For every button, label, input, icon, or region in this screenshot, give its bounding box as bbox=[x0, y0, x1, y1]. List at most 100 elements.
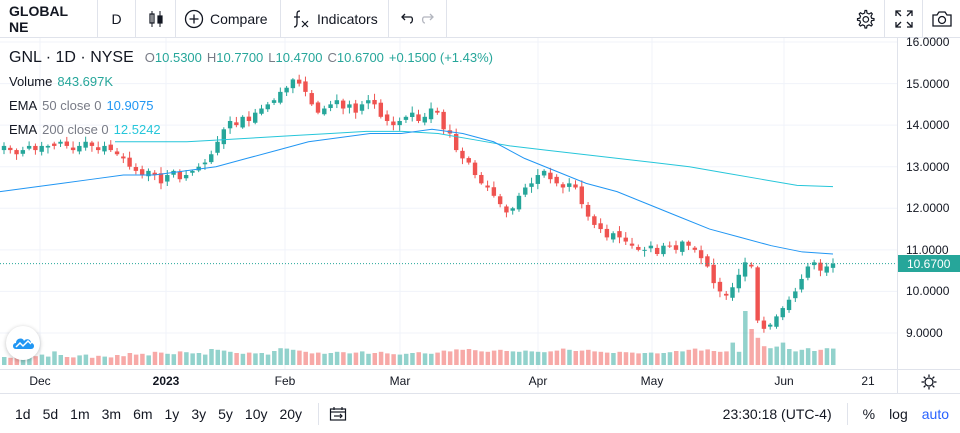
legend-ema200[interactable]: EMA 200 close 0 12.5242 bbox=[9, 118, 493, 142]
symbol-search[interactable]: GLOBAL NE bbox=[0, 0, 98, 38]
settings-button[interactable] bbox=[846, 0, 884, 38]
clock-timezone[interactable]: 23:30:18 (UTC-4) bbox=[722, 406, 832, 422]
volume-bar bbox=[397, 354, 403, 365]
fullscreen-button[interactable] bbox=[884, 0, 922, 38]
volume-bar bbox=[378, 351, 384, 365]
log-toggle[interactable]: log bbox=[889, 406, 908, 422]
volume-bar bbox=[102, 356, 107, 365]
chart-style-button[interactable] bbox=[136, 0, 176, 38]
candle-body bbox=[271, 100, 277, 103]
volume-bar bbox=[2, 357, 7, 365]
candle-body bbox=[579, 186, 584, 205]
volume-bar bbox=[403, 353, 409, 365]
toolbar-right bbox=[846, 0, 960, 38]
undo-icon[interactable] bbox=[399, 11, 415, 27]
range-10y[interactable]: 10y bbox=[244, 406, 268, 422]
volume-bar bbox=[272, 351, 277, 365]
candle-body bbox=[77, 145, 82, 152]
tradingview-logo[interactable] bbox=[6, 326, 40, 360]
volume-bar bbox=[686, 349, 692, 365]
candle-body bbox=[146, 170, 151, 177]
time-axis-label: Feb bbox=[274, 374, 296, 388]
price-chart[interactable] bbox=[0, 38, 897, 369]
range-1m[interactable]: 1m bbox=[70, 406, 90, 422]
volume-bar bbox=[636, 353, 641, 365]
candle-body bbox=[717, 281, 723, 292]
ema200-param: 200 close 0 bbox=[42, 122, 109, 137]
price-axis[interactable]: 16.0000 15.0000 14.0000 13.0000 12.0000 11.00… bbox=[897, 35, 960, 369]
redo-icon[interactable] bbox=[420, 11, 436, 27]
candle-body bbox=[767, 324, 773, 327]
volume-bar bbox=[391, 354, 396, 365]
candle-body bbox=[485, 185, 490, 188]
volume-bar bbox=[560, 348, 566, 365]
percent-toggle[interactable]: % bbox=[862, 406, 876, 422]
volume-bar bbox=[498, 349, 503, 365]
range-3y[interactable]: 3y bbox=[191, 406, 207, 422]
volume-bar bbox=[96, 355, 101, 365]
snapshot-button[interactable] bbox=[922, 0, 960, 38]
range-6m[interactable]: 6m bbox=[133, 406, 153, 422]
volume-bar bbox=[579, 350, 585, 365]
volume-bar bbox=[516, 351, 522, 365]
volume-bar bbox=[831, 348, 836, 365]
volume-bar bbox=[542, 352, 547, 365]
volume-bar bbox=[460, 349, 465, 365]
volume-bar bbox=[755, 337, 761, 365]
volume-bar bbox=[711, 351, 717, 365]
volume-bar bbox=[58, 355, 64, 365]
volume-bar bbox=[259, 353, 264, 365]
volume-bar bbox=[761, 346, 767, 365]
volume-bar bbox=[366, 353, 371, 365]
chart-pane[interactable] bbox=[0, 38, 897, 369]
legend-ema50[interactable]: EMA 50 close 0 10.9075 bbox=[9, 94, 493, 118]
legend-symbol[interactable]: GNL · 1D · NYSE bbox=[9, 49, 134, 66]
candle-body bbox=[296, 79, 302, 84]
axis-settings-button[interactable] bbox=[897, 370, 960, 394]
volume-bar bbox=[661, 353, 666, 365]
volume-bar bbox=[416, 352, 421, 365]
divider bbox=[318, 403, 320, 425]
range-3m[interactable]: 3m bbox=[101, 406, 122, 422]
candle-body bbox=[127, 157, 132, 167]
candle-body bbox=[617, 231, 622, 238]
candle-body bbox=[428, 108, 434, 120]
volume-bar bbox=[743, 311, 748, 365]
time-axis[interactable]: Dec 2023 Feb Mar Apr May Jun 21 bbox=[0, 369, 960, 394]
volume-bar bbox=[309, 353, 315, 365]
candle-body bbox=[102, 145, 107, 152]
range-5y[interactable]: 5y bbox=[218, 406, 233, 422]
volume-bar bbox=[39, 354, 45, 365]
volume-bar bbox=[699, 350, 704, 365]
candle-body bbox=[604, 228, 610, 238]
auto-toggle[interactable]: auto bbox=[921, 406, 949, 422]
volume-bar bbox=[435, 352, 440, 365]
range-5d[interactable]: 5d bbox=[42, 406, 59, 422]
candle-body bbox=[96, 147, 101, 151]
candle-body bbox=[529, 183, 534, 187]
legend-volume[interactable]: Volume 843.697K bbox=[9, 70, 493, 94]
volume-bar bbox=[290, 349, 296, 365]
candle-body bbox=[799, 278, 804, 290]
gear-icon bbox=[856, 9, 875, 29]
candle-body bbox=[26, 145, 32, 149]
undo-redo-group bbox=[389, 0, 447, 38]
volume-bar bbox=[341, 352, 346, 365]
range-20y[interactable]: 20y bbox=[279, 406, 303, 422]
volume-bar bbox=[780, 342, 786, 365]
volume-bar bbox=[667, 352, 673, 365]
candle-body bbox=[152, 172, 157, 176]
time-axis-label: Apr bbox=[528, 374, 548, 388]
candle-body bbox=[221, 129, 227, 145]
candle-body bbox=[284, 87, 289, 93]
compare-button[interactable]: Compare bbox=[176, 0, 281, 38]
indicators-button[interactable]: Indicators bbox=[281, 0, 389, 38]
goto-date-icon[interactable] bbox=[329, 406, 347, 422]
volume-bar bbox=[586, 349, 591, 365]
volume-bar bbox=[234, 353, 239, 365]
interval-selector[interactable]: D bbox=[98, 0, 136, 38]
range-1y[interactable]: 1y bbox=[164, 406, 180, 422]
range-1d[interactable]: 1d bbox=[15, 406, 31, 422]
volume-bar bbox=[548, 351, 553, 365]
volume-bar bbox=[429, 353, 434, 365]
